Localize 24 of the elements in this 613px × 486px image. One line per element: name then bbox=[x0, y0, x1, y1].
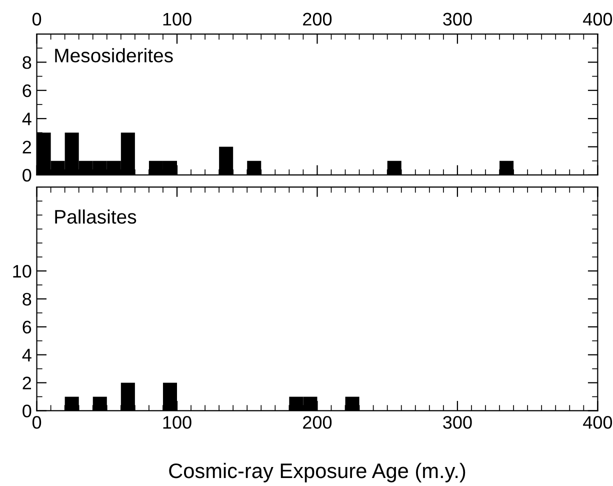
y-tick-label: 10 bbox=[13, 264, 32, 278]
x-tick-label: 300 bbox=[443, 12, 472, 26]
y-tick-label: 0 bbox=[22, 168, 32, 182]
y-tick-label: 8 bbox=[22, 56, 32, 69]
y-tick-label: 6 bbox=[22, 320, 32, 334]
x-axis-title: Cosmic-ray Exposure Age (m.y.) bbox=[169, 462, 466, 482]
y-tick-label: 4 bbox=[22, 112, 32, 126]
y-tick-label: 4 bbox=[22, 348, 32, 362]
x-tick-label: 200 bbox=[303, 416, 332, 429]
y-tick-label: 0 bbox=[22, 404, 32, 418]
x-tick-label: 400 bbox=[583, 12, 612, 26]
x-tick-label: 100 bbox=[163, 12, 192, 26]
x-tick-label: 0 bbox=[32, 12, 42, 26]
annotation: Pallasites bbox=[55, 209, 136, 224]
x-tick-label: 400 bbox=[583, 416, 612, 429]
x-tick-label: 100 bbox=[163, 416, 192, 429]
y-tick-label: 6 bbox=[22, 84, 32, 98]
y-tick-label: 2 bbox=[22, 376, 32, 390]
x-tick-label: 0 bbox=[32, 416, 42, 429]
annotation: Mesosiderites bbox=[55, 48, 173, 62]
x-tick-label: 300 bbox=[443, 416, 472, 429]
y-tick-label: 8 bbox=[22, 292, 32, 306]
x-tick-label: 200 bbox=[303, 12, 332, 26]
y-tick-label: 2 bbox=[22, 140, 32, 154]
